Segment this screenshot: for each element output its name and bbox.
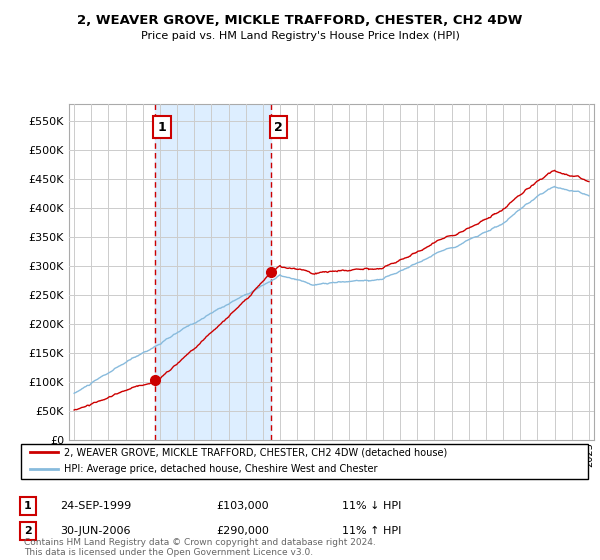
- Text: HPI: Average price, detached house, Cheshire West and Chester: HPI: Average price, detached house, Ches…: [64, 464, 377, 474]
- Text: 2: 2: [274, 120, 283, 134]
- Text: Contains HM Land Registry data © Crown copyright and database right 2024.
This d: Contains HM Land Registry data © Crown c…: [24, 538, 376, 557]
- Text: 1: 1: [24, 501, 32, 511]
- Text: 11% ↑ HPI: 11% ↑ HPI: [342, 526, 401, 536]
- FancyBboxPatch shape: [21, 444, 588, 479]
- Text: 2, WEAVER GROVE, MICKLE TRAFFORD, CHESTER, CH2 4DW (detached house): 2, WEAVER GROVE, MICKLE TRAFFORD, CHESTE…: [64, 447, 447, 458]
- Text: 2: 2: [24, 526, 32, 536]
- Text: £103,000: £103,000: [216, 501, 269, 511]
- Text: Price paid vs. HM Land Registry's House Price Index (HPI): Price paid vs. HM Land Registry's House …: [140, 31, 460, 41]
- Text: 1: 1: [158, 120, 167, 134]
- Text: £290,000: £290,000: [216, 526, 269, 536]
- Text: 24-SEP-1999: 24-SEP-1999: [60, 501, 131, 511]
- Bar: [155, 104, 271, 440]
- Text: 30-JUN-2006: 30-JUN-2006: [60, 526, 131, 536]
- Text: 11% ↓ HPI: 11% ↓ HPI: [342, 501, 401, 511]
- Text: 2, WEAVER GROVE, MICKLE TRAFFORD, CHESTER, CH2 4DW: 2, WEAVER GROVE, MICKLE TRAFFORD, CHESTE…: [77, 14, 523, 27]
